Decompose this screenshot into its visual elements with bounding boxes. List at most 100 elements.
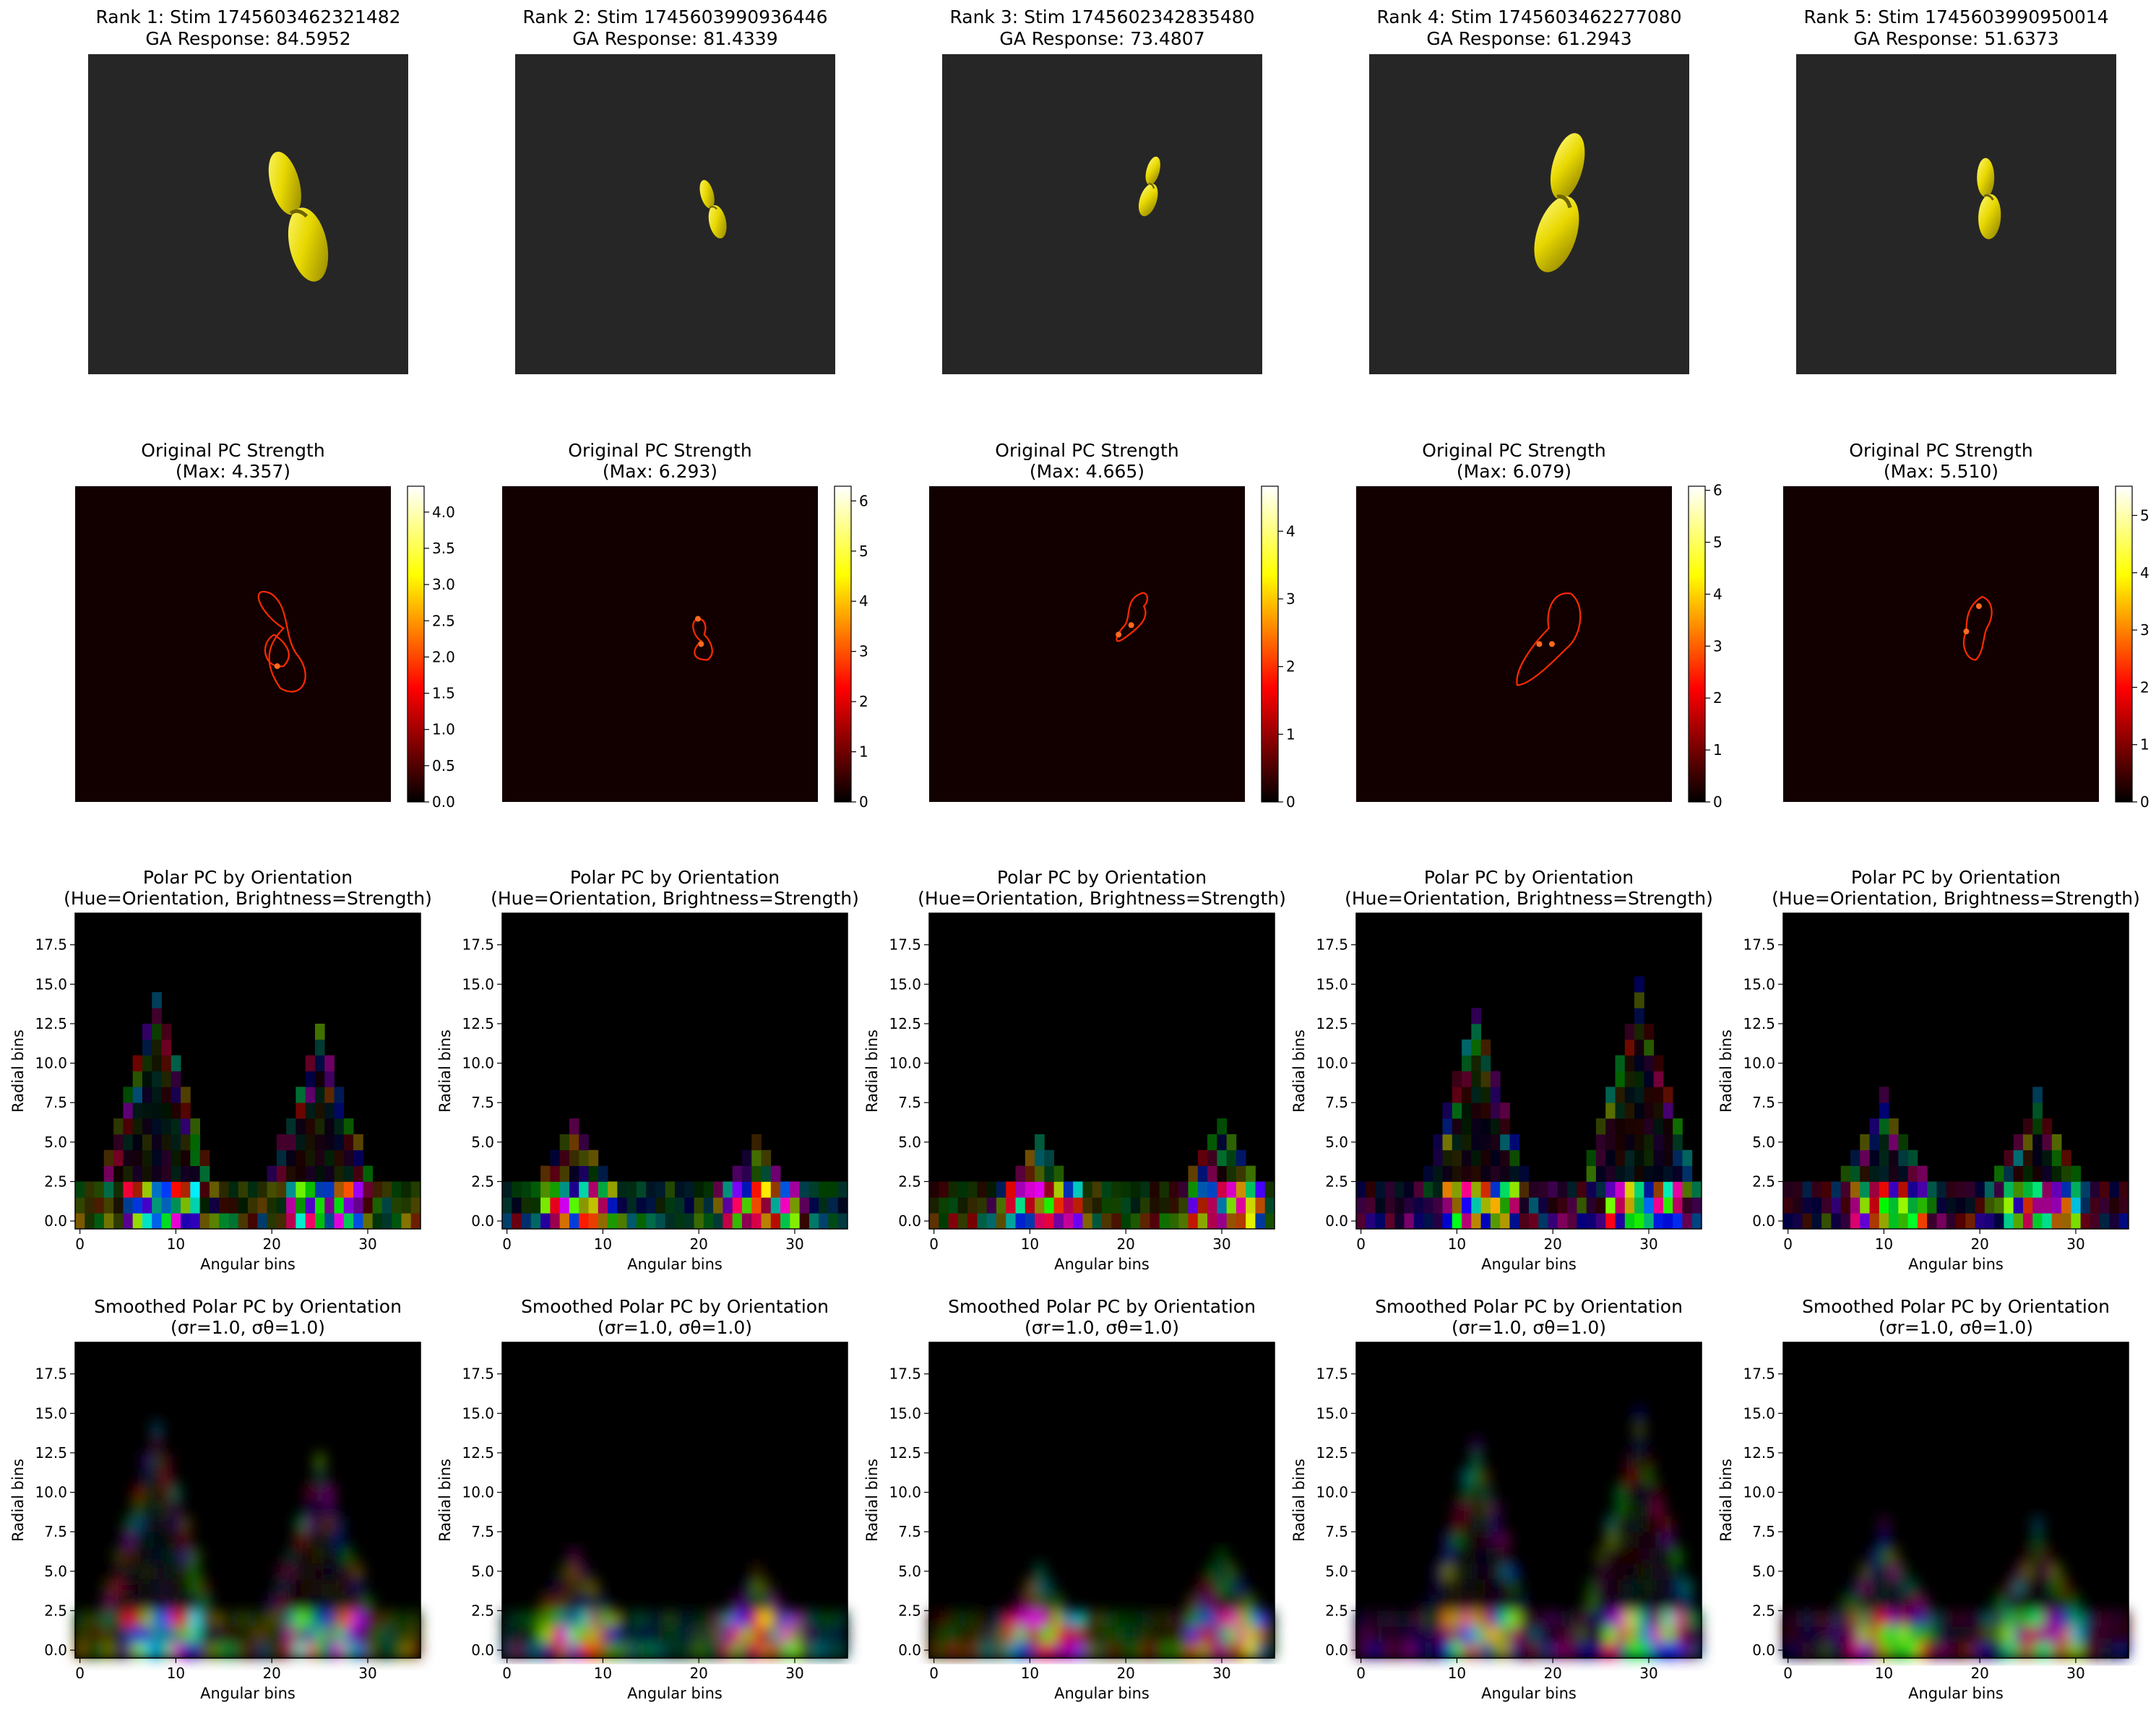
heatmap-cell [2118,1626,2129,1643]
heatmap-cell [2042,1626,2053,1643]
heatmap-cell [410,1626,421,1643]
heatmap-cell [219,1197,229,1214]
heatmap-cell [94,1642,105,1659]
heatmap-cell [770,1165,781,1182]
heatmap-cell [1605,1213,1616,1230]
heatmap-cell [305,1642,316,1659]
heatmap-cell [646,1642,656,1659]
heatmap-cell [579,1642,589,1659]
heatmap-cell [161,1213,172,1230]
smoothed-polar-subtitle: (σr=1.0, σθ=1.0) [598,1317,752,1338]
heatmap-cell [1889,1134,1899,1151]
heatmap-cell [1433,1642,1443,1659]
axes-frame [928,912,1275,1230]
heatmap-cell [296,1149,306,1166]
heatmap-cell [2004,1626,2014,1643]
heatmap-cell [152,1071,162,1087]
heatmap-cell [334,1102,345,1119]
heatmap-cell [296,1102,306,1119]
heatmap-cell [85,1642,95,1659]
heatmap-cell [1413,1610,1424,1627]
heatmap-cell [334,1532,345,1548]
heatmap-cell [502,1626,512,1643]
heatmap-cell [1653,1563,1664,1580]
heatmap-cell [1840,1642,1851,1659]
heatmap-cell [257,1642,267,1659]
heatmap-cell [1682,1610,1693,1627]
heatmap-cell [1452,1594,1462,1611]
pc-max-label: (Max: 6.293) [603,461,717,482]
heatmap-cell [1490,1165,1501,1182]
heatmap-cell [1207,1181,1217,1198]
heatmap-cell [152,1181,162,1198]
heatmap-cell [199,1181,210,1198]
heatmap-cell [314,1181,325,1198]
heatmap-cell [1500,1579,1510,1595]
y-tick-label: 0.0 [471,1212,494,1230]
heatmap-cell [142,1532,152,1548]
heatmap-cell [713,1626,723,1643]
heatmap-cell [171,1516,181,1532]
heatmap-cell [1605,1149,1616,1166]
heatmap-cell [324,1579,335,1595]
heatmap-cell [608,1213,618,1230]
heatmap-cell [238,1642,249,1659]
heatmap-cell [1624,1500,1635,1516]
heatmap-cell [132,1516,143,1532]
heatmap-cell [2004,1579,2014,1595]
heatmap-cell [2032,1134,2043,1151]
heatmap-cell [181,1548,191,1564]
heatmap-cell [819,1642,829,1659]
heatmap-cell [353,1181,363,1198]
heatmap-cell [296,1594,306,1611]
heatmap-cell [2071,1610,2082,1627]
heatmap-cell [1044,1579,1055,1595]
heatmap-cell [741,1594,752,1611]
polar-title: Polar PC by Orientation [997,867,1207,888]
heatmap-cell [1802,1213,1813,1230]
heatmap-cell [353,1213,363,1230]
y-tick-label: 5.0 [1325,1563,1348,1580]
heatmap-cell [276,1165,287,1182]
heatmap-cell [238,1213,249,1230]
heatmap-cell [1509,1594,1520,1611]
heatmap-cell [1879,1197,1889,1214]
heatmap-cell [1255,1181,1266,1198]
heatmap-cell [1404,1213,1415,1230]
heatmap-cell [1879,1594,1889,1611]
heatmap-cell [675,1610,685,1627]
heatmap-cell [1490,1642,1501,1659]
heatmap-cell [1663,1149,1673,1166]
heatmap-cell [1644,1134,1655,1151]
heatmap-cell [808,1642,819,1659]
heatmap-cell [2061,1626,2071,1643]
heatmap-cell [626,1642,637,1659]
heatmap-cell [132,1087,143,1103]
heatmap-cell [1519,1642,1530,1659]
heatmap-cell [1053,1610,1064,1627]
heatmap-cell [608,1181,618,1198]
heatmap-cell [1226,1197,1237,1214]
heatmap-cell [286,1118,296,1135]
heatmap-cell [2013,1181,2024,1198]
heatmap-cell [1691,1181,1702,1198]
heatmap-cell [1548,1642,1558,1659]
colorbar-tick-label: 0.5 [432,757,455,774]
heatmap-cell [401,1610,412,1627]
axes-frame [1782,912,2129,1230]
heatmap-cell [1509,1165,1520,1182]
heatmap-cell [132,1165,143,1182]
heatmap-cell [655,1213,666,1230]
heatmap-cell [1226,1626,1237,1643]
heatmap-cell [684,1213,694,1230]
heatmap-cell [1624,1563,1635,1580]
heatmap-cell [85,1610,95,1627]
heatmap-cell [1663,1102,1673,1119]
heatmap-cell [152,1055,162,1071]
heatmap-cell [1615,1071,1626,1087]
heatmap-cell [161,1087,172,1103]
heatmap-cell [1092,1626,1103,1643]
